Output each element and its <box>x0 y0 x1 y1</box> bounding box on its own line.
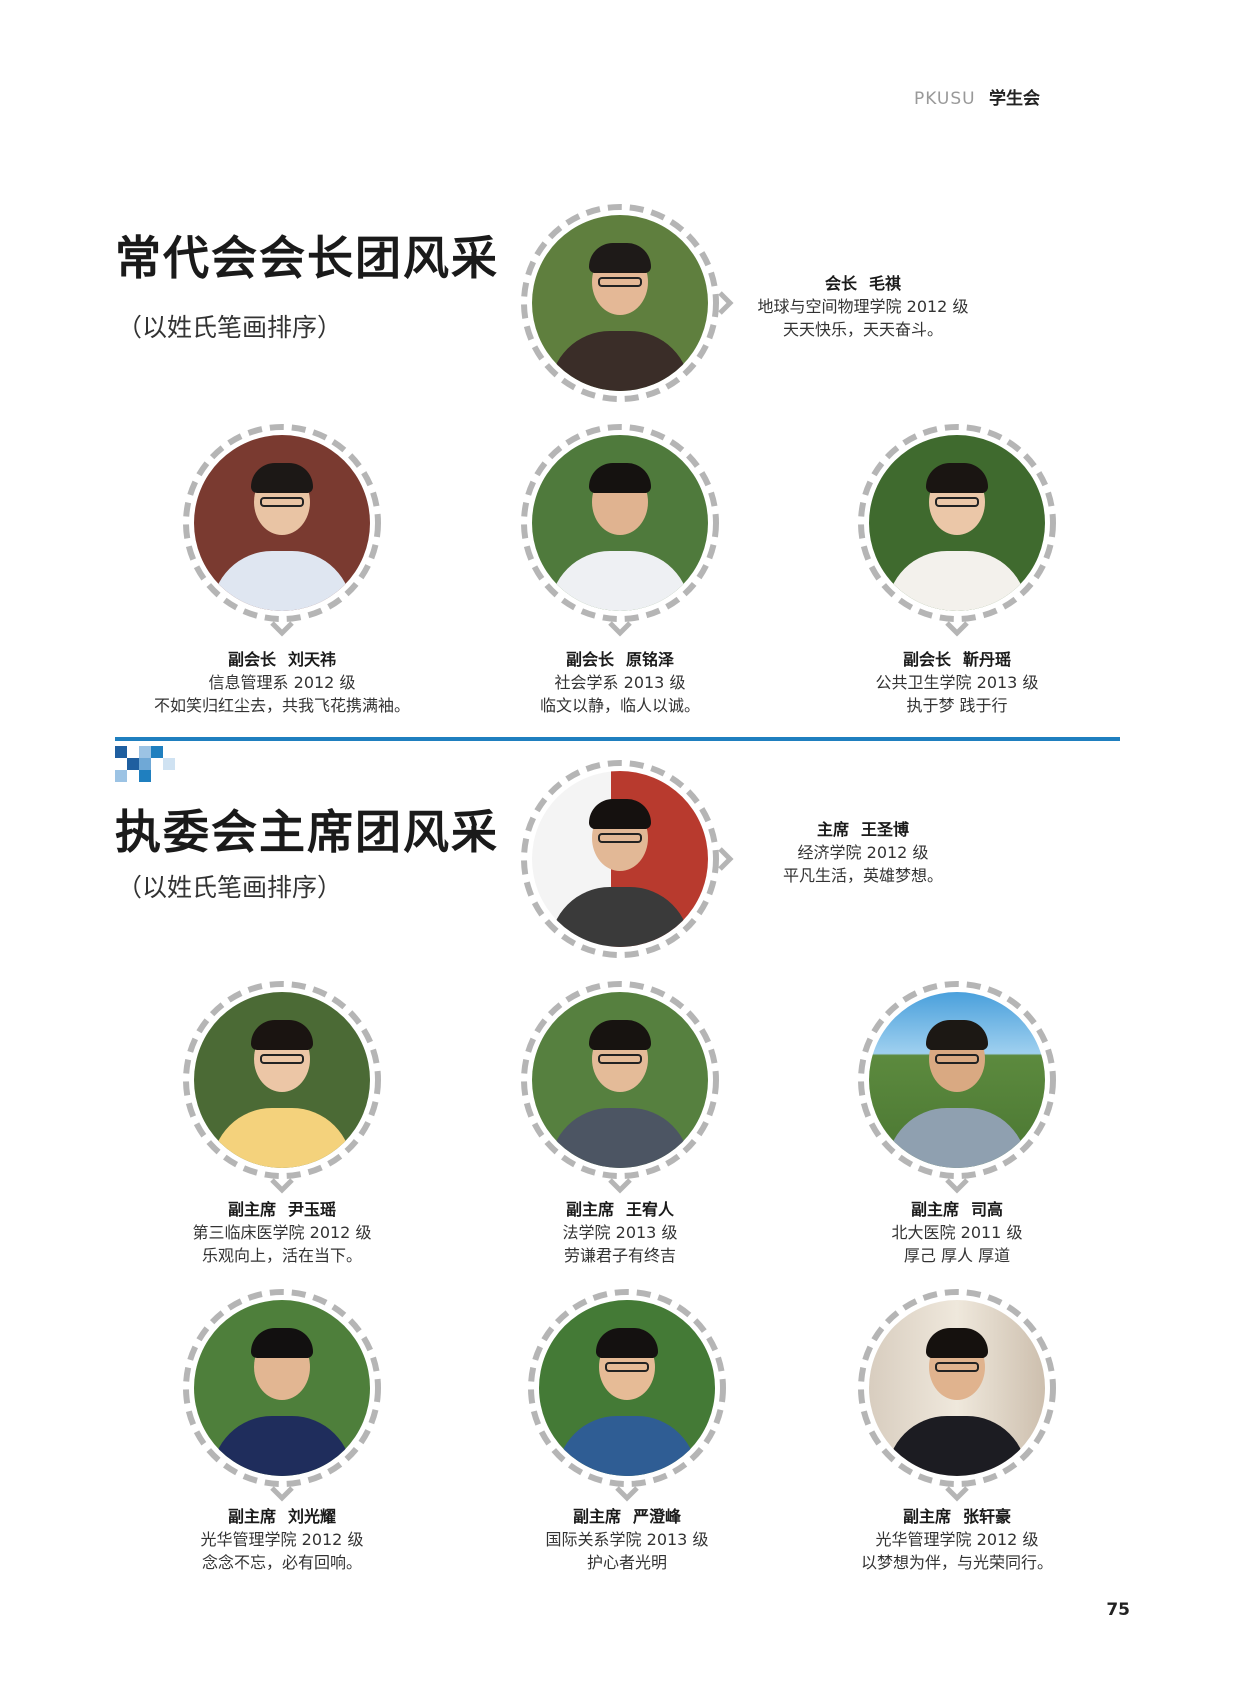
caption-motto: 厚己 厚人 厚道 <box>903 1246 1011 1265</box>
portrait-s2-member-2 <box>520 980 720 1194</box>
caption-dept: 第三临床医学院 2012 级 <box>192 1223 372 1242</box>
caption-role: 会长 <box>824 274 857 293</box>
caption-s1-member-1: 副会长 刘天祎 信息管理系 2012 级 不如笑归红尘去，共我飞花携满袖。 <box>132 648 432 717</box>
section2-title: 执委会主席团风采 <box>115 805 499 859</box>
caption-s2-member-6: 副主席 张轩豪 光华管理学院 2012 级 以梦想为伴，与光荣同行。 <box>807 1505 1107 1574</box>
section-divider <box>115 737 1120 741</box>
portrait-photo <box>194 435 370 611</box>
caption-name: 张轩豪 <box>963 1507 1012 1526</box>
caption-motto: 平凡生活，英雄梦想。 <box>782 866 943 885</box>
portrait-photo <box>532 992 708 1168</box>
portrait-photo <box>532 771 708 947</box>
dashed-ring-arrow-down <box>521 424 719 637</box>
caption-s2-member-2: 副主席 王宥人 法学院 2013 级 劳谦君子有终吉 <box>470 1198 770 1267</box>
caption-name: 刘天祎 <box>288 650 337 669</box>
caption-motto: 临文以静，临人以诚。 <box>539 696 700 715</box>
caption-s1-member-2: 副会长 原铭泽 社会学系 2013 级 临文以静，临人以诚。 <box>470 648 770 717</box>
portrait-s2-member-4 <box>182 1288 382 1502</box>
caption-dept: 法学院 2013 级 <box>562 1223 678 1242</box>
caption-motto: 以梦想为伴，与光荣同行。 <box>860 1553 1053 1572</box>
portrait-s2-leader <box>520 759 734 959</box>
caption-motto: 劳谦君子有终吉 <box>563 1246 676 1265</box>
caption-role: 副主席 <box>565 1200 614 1219</box>
caption-dept: 国际关系学院 2013 级 <box>545 1530 709 1549</box>
caption-role: 副主席 <box>572 1507 621 1526</box>
caption-role: 副会长 <box>227 650 276 669</box>
caption-role: 副会长 <box>565 650 614 669</box>
portrait-photo <box>194 992 370 1168</box>
portrait-s1-leader <box>520 203 734 403</box>
dashed-ring-arrow-down <box>183 981 381 1194</box>
header-brand: PKUSU <box>913 89 976 109</box>
caption-dept: 光华管理学院 2012 级 <box>200 1530 364 1549</box>
caption-motto: 念念不忘，必有回响。 <box>201 1553 362 1572</box>
caption-motto: 护心者光明 <box>586 1553 667 1572</box>
caption-role: 副主席 <box>902 1507 951 1526</box>
caption-dept: 地球与空间物理学院 2012 级 <box>757 297 969 316</box>
caption-name: 尹玉瑶 <box>288 1200 337 1219</box>
portrait-s2-member-1 <box>182 980 382 1194</box>
caption-s2-member-5: 副主席 严澄峰 国际关系学院 2013 级 护心者光明 <box>477 1505 777 1574</box>
section1-title: 常代会会长团风采 <box>115 231 499 285</box>
dashed-ring-arrow-down <box>858 1289 1056 1502</box>
page-header: PKUSU 学生会 <box>914 84 1040 109</box>
portrait-photo <box>869 1300 1045 1476</box>
caption-dept: 公共卫生学院 2013 级 <box>875 673 1039 692</box>
portrait-photo <box>194 1300 370 1476</box>
caption-s1-leader: 会长 毛祺 地球与空间物理学院 2012 级 天天快乐，天天奋斗。 <box>733 272 993 341</box>
portrait-photo <box>869 992 1045 1168</box>
portrait-s1-member-1 <box>182 423 382 637</box>
dashed-ring-arrow-right <box>521 760 734 958</box>
caption-role: 主席 <box>816 820 849 839</box>
caption-name: 原铭泽 <box>626 650 675 669</box>
caption-name: 靳丹瑶 <box>963 650 1012 669</box>
caption-motto: 执于梦 践于行 <box>906 696 1008 715</box>
portrait-s2-member-5 <box>527 1288 727 1502</box>
pixel-decoration <box>115 746 175 782</box>
caption-dept: 经济学院 2012 级 <box>797 843 929 862</box>
caption-role: 副会长 <box>902 650 951 669</box>
dashed-ring-arrow-right <box>521 204 734 402</box>
dashed-ring-arrow-down <box>183 1289 381 1502</box>
caption-name: 王宥人 <box>626 1200 675 1219</box>
dashed-ring-arrow-down <box>183 424 381 637</box>
caption-s1-member-3: 副会长 靳丹瑶 公共卫生学院 2013 级 执于梦 践于行 <box>807 648 1107 717</box>
dashed-ring-arrow-down <box>528 1289 726 1502</box>
dashed-ring-arrow-down <box>858 424 1056 637</box>
caption-role: 副主席 <box>910 1200 959 1219</box>
caption-motto: 乐观向上，活在当下。 <box>201 1246 362 1265</box>
section2-subtitle: （以姓氏笔画排序） <box>117 873 343 902</box>
caption-name: 严澄峰 <box>633 1507 682 1526</box>
caption-s2-member-3: 副主席 司高 北大医院 2011 级 厚己 厚人 厚道 <box>807 1198 1107 1267</box>
portrait-photo <box>539 1300 715 1476</box>
page-number: 75 <box>1106 1600 1130 1620</box>
caption-dept: 社会学系 2013 级 <box>554 673 686 692</box>
caption-name: 刘光耀 <box>288 1507 337 1526</box>
caption-name: 毛祺 <box>869 274 902 293</box>
portrait-photo <box>532 435 708 611</box>
portrait-s1-member-2 <box>520 423 720 637</box>
caption-name: 司高 <box>971 1200 1004 1219</box>
caption-role: 副主席 <box>227 1200 276 1219</box>
portrait-s1-member-3 <box>857 423 1057 637</box>
portrait-photo <box>532 215 708 391</box>
header-org: 学生会 <box>989 89 1040 109</box>
caption-dept: 信息管理系 2012 级 <box>208 673 356 692</box>
caption-role: 副主席 <box>227 1507 276 1526</box>
caption-motto: 天天快乐，天天奋斗。 <box>782 320 943 339</box>
caption-motto: 不如笑归红尘去，共我飞花携满袖。 <box>153 696 410 715</box>
caption-dept: 光华管理学院 2012 级 <box>875 1530 1039 1549</box>
dashed-ring-arrow-down <box>858 981 1056 1194</box>
caption-name: 王圣博 <box>861 820 910 839</box>
section1-subtitle: （以姓氏笔画排序） <box>117 313 343 342</box>
portrait-s2-member-3 <box>857 980 1057 1194</box>
caption-s2-member-4: 副主席 刘光耀 光华管理学院 2012 级 念念不忘，必有回响。 <box>132 1505 432 1574</box>
caption-dept: 北大医院 2011 级 <box>891 1223 1023 1242</box>
caption-s2-member-1: 副主席 尹玉瑶 第三临床医学院 2012 级 乐观向上，活在当下。 <box>132 1198 432 1267</box>
portrait-s2-member-6 <box>857 1288 1057 1502</box>
caption-s2-leader: 主席 王圣博 经济学院 2012 级 平凡生活，英雄梦想。 <box>733 818 993 887</box>
dashed-ring-arrow-down <box>521 981 719 1194</box>
portrait-photo <box>869 435 1045 611</box>
